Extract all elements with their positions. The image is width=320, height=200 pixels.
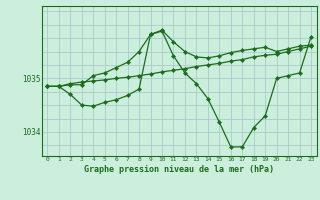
X-axis label: Graphe pression niveau de la mer (hPa): Graphe pression niveau de la mer (hPa) <box>84 165 274 174</box>
